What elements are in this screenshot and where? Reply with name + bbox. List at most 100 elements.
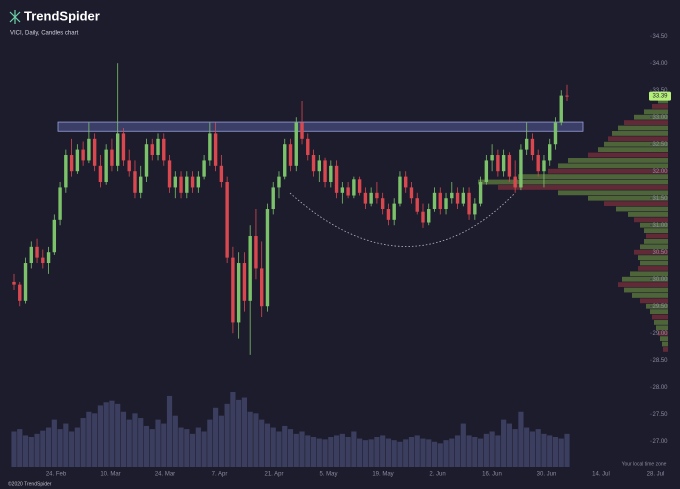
candle-body	[340, 187, 345, 193]
y-tick-label: 33.00	[652, 115, 668, 121]
candle-body	[133, 171, 137, 193]
candle-body	[46, 252, 51, 264]
candle-body	[334, 165, 339, 193]
profile-bar	[652, 104, 668, 109]
x-tick-label: 30. Jun	[537, 472, 557, 478]
x-tick-label: 2. Jun	[429, 472, 445, 478]
candle-body	[58, 187, 62, 220]
y-tick-label: 27.00	[652, 439, 668, 445]
profile-bar	[634, 217, 668, 223]
volume-bar	[391, 440, 397, 467]
volume-bar	[40, 430, 46, 467]
volume-bar	[218, 415, 224, 467]
profile-bar	[638, 266, 668, 271]
y-tick-label: 30.50	[652, 250, 668, 256]
profile-bar	[558, 163, 668, 169]
candle-body	[115, 133, 120, 166]
candle-body	[69, 155, 74, 172]
axes: 34.50 34.00 33.50 33.00 32.50 32.00 31.50 31.00…	[46, 34, 671, 478]
candle-body	[179, 176, 183, 193]
profile-bar	[644, 228, 668, 234]
candle-body	[398, 176, 402, 204]
volume-bar	[51, 419, 57, 467]
candle-body	[530, 138, 535, 156]
y-tick-label: 32.50	[652, 142, 668, 148]
x-tick-label: 5. May	[319, 472, 337, 478]
profile-bar	[558, 190, 668, 196]
volume-bar	[293, 433, 299, 467]
volume-bar	[201, 431, 207, 467]
candle-body	[513, 176, 517, 188]
volume-bar	[11, 431, 17, 467]
candle-body	[392, 203, 396, 220]
volume-bar	[380, 435, 386, 467]
y-tick-label: 30.00	[652, 277, 668, 283]
volume-profile	[478, 98, 668, 352]
candle-body	[144, 144, 149, 177]
candle-body	[300, 122, 304, 139]
candle-body	[167, 160, 172, 188]
x-tick-label: 21. Apr	[264, 472, 283, 478]
candle-body	[202, 160, 206, 177]
candle-body	[432, 192, 437, 210]
volume-bar	[489, 431, 495, 467]
profile-bar	[624, 287, 668, 293]
volume-bar	[454, 435, 461, 467]
volume-bar	[408, 437, 415, 467]
candle-body	[35, 246, 39, 258]
volume-bar	[403, 439, 409, 467]
x-tick-label: 14. Jul	[592, 472, 610, 478]
candle-body	[404, 176, 408, 188]
volume-bar	[414, 435, 420, 467]
candle-body	[162, 138, 166, 161]
candle-body	[375, 192, 379, 199]
x-tick-label: 7. Apr	[212, 472, 228, 478]
candle-body	[306, 138, 310, 156]
volume-bar	[230, 392, 236, 467]
volume-bar	[501, 419, 507, 467]
volume-bar	[483, 433, 489, 467]
volume-bar	[512, 429, 518, 467]
candle-body	[12, 281, 16, 285]
volume-bar	[155, 419, 161, 467]
volume-bar	[92, 413, 98, 467]
profile-bar	[628, 212, 668, 217]
candle-body	[277, 176, 281, 188]
candle-body	[127, 160, 131, 172]
candles	[12, 63, 569, 355]
volume-bar	[103, 402, 109, 467]
candle-body	[196, 176, 201, 188]
volume-bar	[552, 437, 559, 467]
volume-bar	[189, 433, 196, 467]
candle-body	[473, 203, 477, 215]
volume-bar	[299, 431, 305, 467]
candle-body	[450, 192, 454, 199]
profile-bar	[478, 179, 668, 185]
zone-rect	[57, 121, 584, 132]
profile-bar	[640, 222, 668, 228]
volume-bar	[213, 407, 219, 467]
candle-body	[415, 198, 419, 212]
volume-bar	[247, 411, 253, 467]
volume-bar	[426, 439, 432, 467]
candle-body	[173, 176, 177, 188]
candle-body	[87, 138, 91, 161]
candle-body	[294, 122, 298, 166]
volume-bar	[564, 433, 570, 467]
volume-bar	[236, 399, 242, 467]
volume-bar	[57, 429, 63, 467]
volume-bar	[547, 435, 553, 467]
volume-bar	[45, 427, 52, 467]
profile-bar	[638, 255, 668, 261]
profile-bar	[618, 282, 668, 288]
cup-annotation	[289, 192, 516, 247]
y-tick-label: 31.00	[652, 223, 668, 229]
volume-bar	[495, 435, 501, 467]
volume	[11, 392, 570, 467]
volume-bar	[74, 427, 80, 467]
candle-body	[254, 236, 258, 269]
profile-bar	[498, 185, 668, 190]
profile-bar	[618, 125, 668, 131]
x-tick-label: 24. Feb	[46, 472, 67, 478]
